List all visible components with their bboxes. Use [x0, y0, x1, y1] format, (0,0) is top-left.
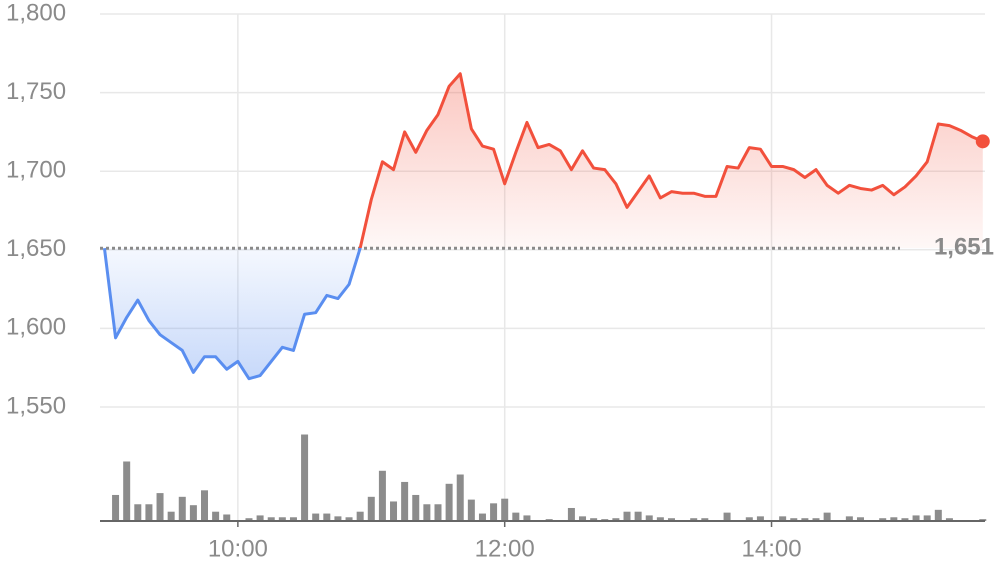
volume-bar — [478, 513, 486, 521]
x-tick-label: 12:00 — [475, 535, 535, 562]
volume-bar — [523, 515, 531, 521]
volume-bar — [178, 496, 186, 521]
volume-bar — [945, 518, 953, 521]
volume-bar — [156, 493, 164, 521]
price-line — [102, 72, 984, 381]
volume-bar — [701, 518, 709, 521]
volume-bar — [656, 517, 664, 521]
volume-bar — [201, 490, 209, 521]
volume-bar — [212, 511, 220, 521]
volume-bar — [567, 507, 575, 521]
area-fill — [104, 73, 983, 379]
x-tick-label: 14:00 — [742, 535, 802, 562]
volume-bar — [456, 474, 464, 521]
volume-bar — [189, 505, 197, 521]
volume-bar — [356, 511, 364, 521]
y-tick-label: 1,700 — [6, 157, 66, 184]
y-tick-label: 1,800 — [6, 0, 66, 26]
volume-bar — [745, 517, 753, 521]
volume-bar — [267, 517, 275, 521]
volume-bar — [167, 511, 175, 521]
volume-bar — [256, 515, 264, 521]
y-tick-label: 1,750 — [6, 78, 66, 105]
volume-bar — [801, 518, 809, 521]
volume-bar — [779, 516, 787, 521]
volume-bar — [923, 515, 931, 521]
volume-bar — [590, 518, 598, 521]
volume-bar — [879, 518, 887, 521]
volume-bar — [623, 511, 631, 521]
volume-bar — [378, 470, 386, 521]
y-tick-label: 1,650 — [6, 235, 66, 262]
volume-bar — [934, 509, 942, 521]
volume-bar — [323, 513, 331, 521]
volume-bar — [501, 498, 509, 521]
volume-bar — [756, 516, 764, 521]
volume-bar — [345, 517, 353, 521]
volume-bar — [390, 501, 398, 521]
volume-bar — [890, 517, 898, 521]
volume-bar — [445, 483, 453, 521]
volume-bar — [412, 494, 420, 521]
volume-bar — [312, 513, 320, 521]
y-tick-label: 1,550 — [6, 392, 66, 419]
volume-bar — [490, 503, 498, 521]
volume-bar — [856, 517, 864, 521]
volume-bar — [912, 515, 920, 521]
volume-bar — [645, 515, 653, 521]
volume-bar — [723, 512, 731, 521]
y-tick-label: 1,600 — [6, 314, 66, 341]
volume-bar — [845, 516, 853, 521]
volume-bar — [134, 504, 142, 521]
volume-bar — [334, 516, 342, 521]
volume-bar — [423, 504, 431, 521]
volume-bar — [467, 499, 475, 521]
volume-bar — [901, 518, 909, 521]
volume-bar — [367, 496, 375, 521]
volume-bar — [434, 504, 442, 521]
volume-bar — [245, 518, 253, 521]
volume-bar — [790, 518, 798, 521]
volume-bar — [667, 518, 675, 521]
volume-bar — [278, 517, 286, 521]
volume-bar — [512, 512, 520, 521]
last-point — [975, 134, 990, 149]
volume-bar — [812, 518, 820, 521]
volume-bar — [401, 481, 409, 521]
volume-bar — [579, 516, 587, 521]
x-tick-label: 10:00 — [208, 535, 268, 562]
volume-bar — [145, 504, 153, 521]
volume-bar — [634, 511, 642, 521]
volume-bar — [612, 518, 620, 521]
volume-bar — [301, 434, 309, 521]
baseline-label: 1,651 — [934, 234, 994, 261]
volume-bar — [112, 494, 120, 521]
volume-bar — [289, 517, 297, 521]
volume-bar — [690, 518, 698, 521]
volume-bar — [123, 461, 131, 521]
volume-bar — [823, 512, 831, 521]
volume-bar — [223, 514, 231, 521]
